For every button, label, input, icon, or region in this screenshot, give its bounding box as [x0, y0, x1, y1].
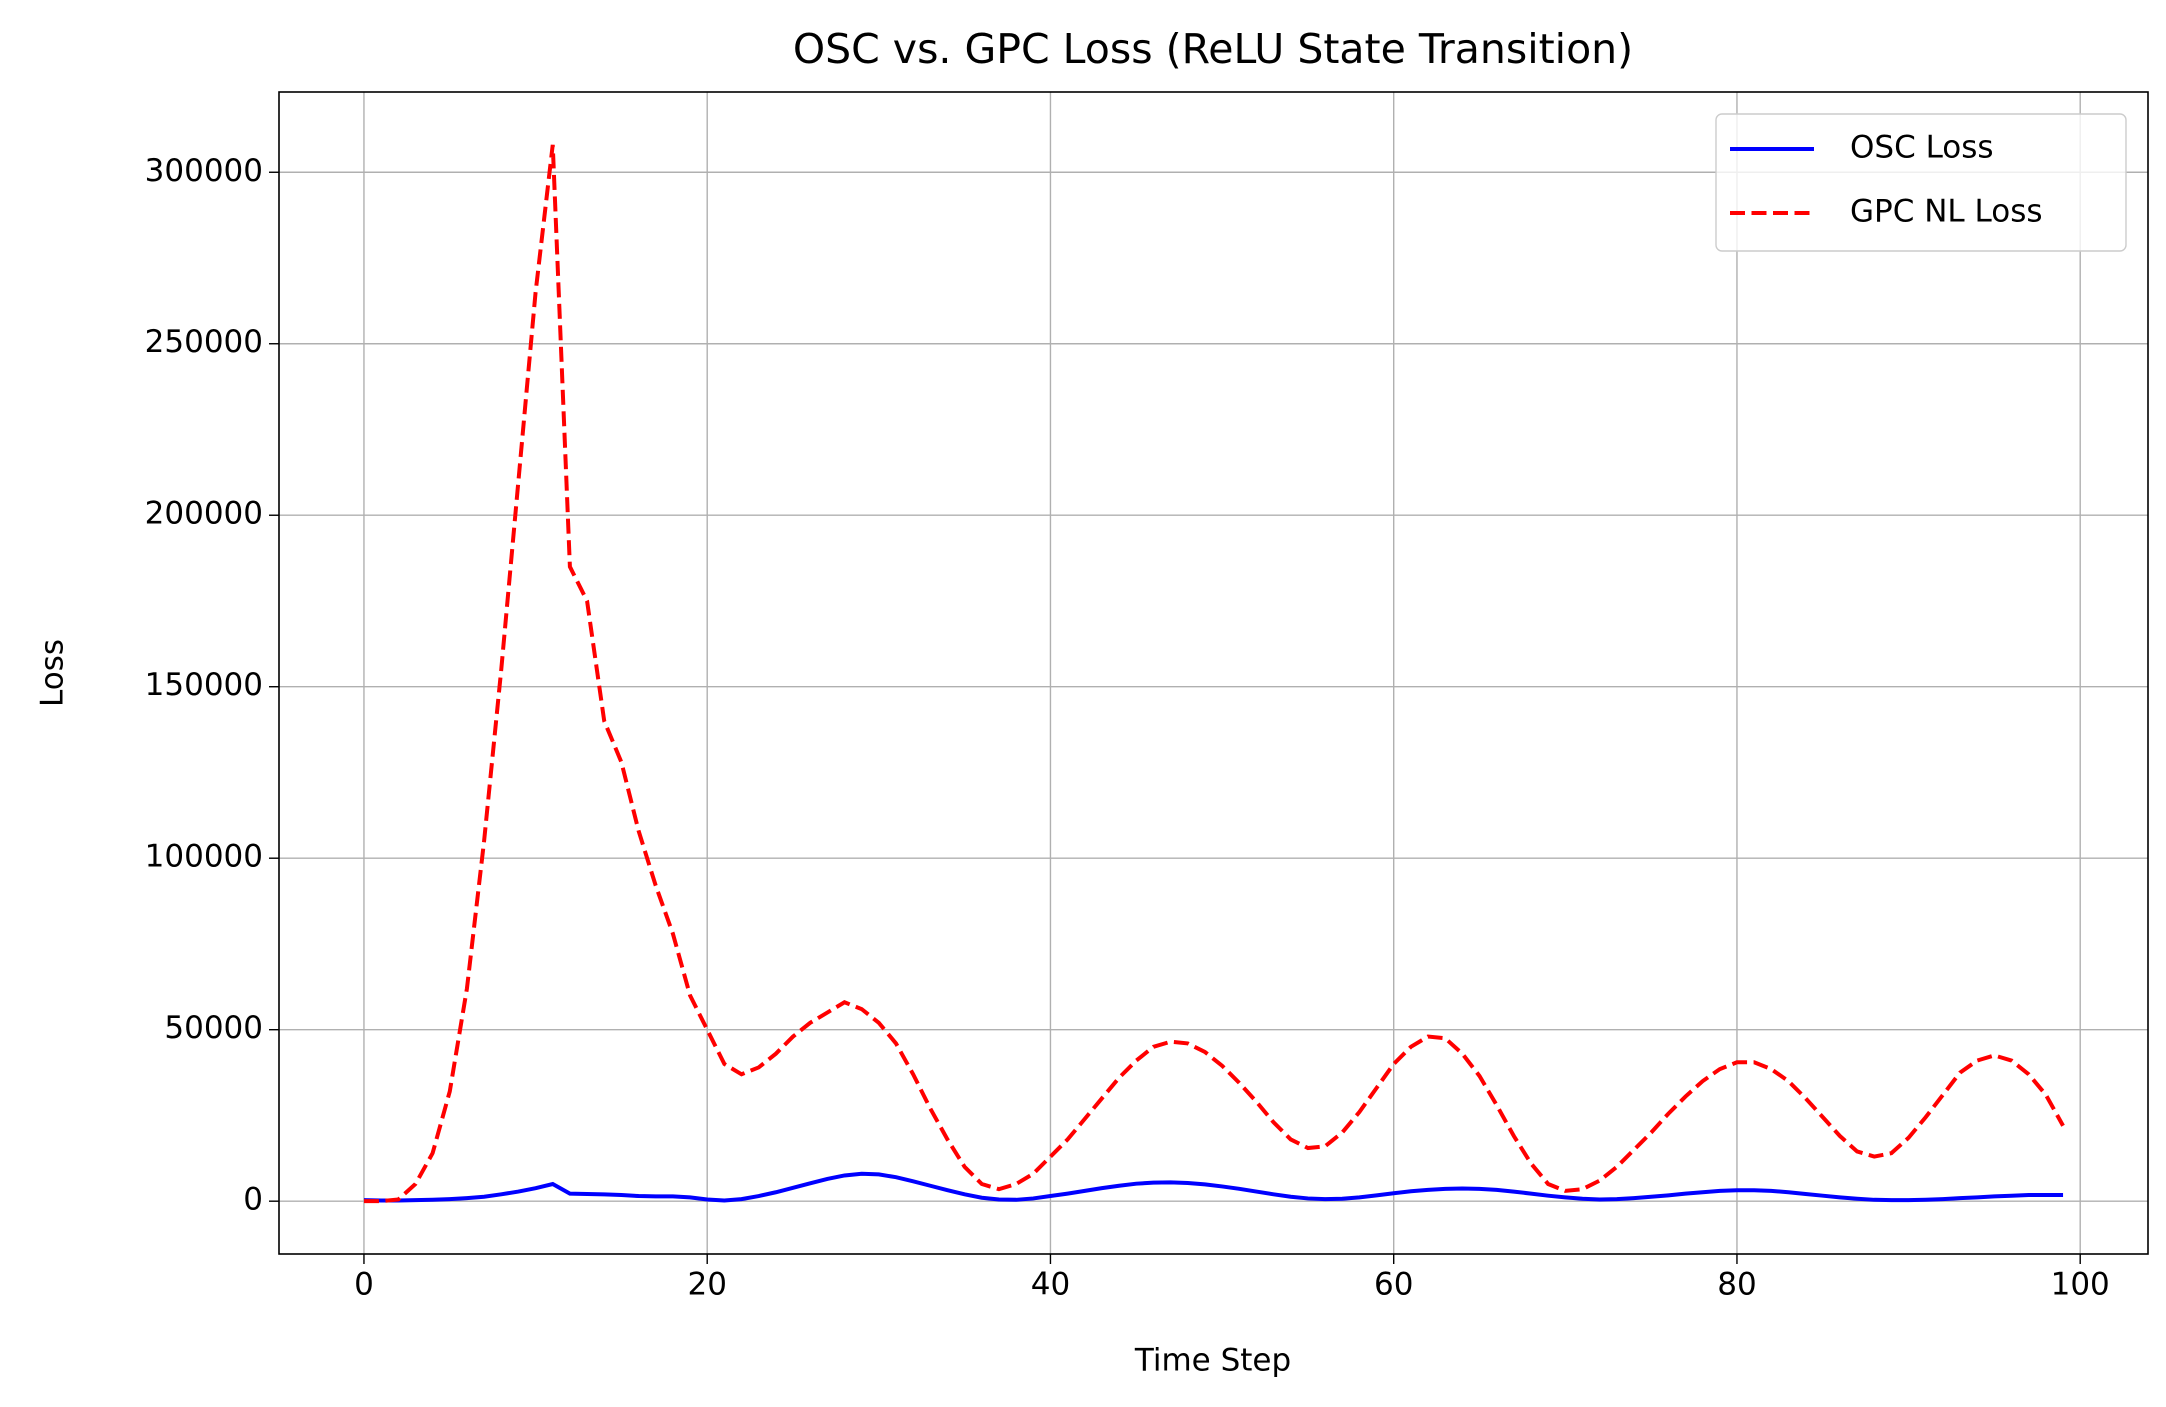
- legend-box: [1715, 113, 2127, 252]
- line-series: [363, 144, 2065, 1204]
- chart-title: OSC vs. GPC Loss (ReLU State Transition): [793, 25, 1633, 73]
- y-tick-label: 0: [243, 1182, 263, 1218]
- y-tick-label: 250000: [145, 324, 263, 360]
- y-axis-label: Loss: [35, 639, 71, 707]
- line-series: [363, 1171, 2064, 1203]
- x-tick-label: 40: [1031, 1267, 1070, 1303]
- legend-label: OSC Loss: [1850, 130, 1994, 166]
- x-tick-label: 20: [687, 1267, 726, 1303]
- y-tick-label: 150000: [145, 667, 263, 703]
- y-tick-label: 50000: [164, 1010, 263, 1046]
- y-tick-label: 200000: [145, 496, 263, 532]
- y-tick-label: 100000: [145, 839, 263, 875]
- x-tick-label: 60: [1374, 1267, 1413, 1303]
- x-tick-label: 80: [1717, 1267, 1756, 1303]
- plot-frame: [278, 91, 2149, 1255]
- x-tick-label: 100: [2051, 1267, 2110, 1303]
- legend: OSC Loss GPC NL Loss: [1715, 113, 2127, 252]
- y-tick-label: 300000: [145, 153, 263, 189]
- x-axis-label: Time Step: [1134, 1343, 1291, 1379]
- x-tick-label: 0: [354, 1267, 374, 1303]
- legend-label: GPC NL Loss: [1850, 194, 2043, 230]
